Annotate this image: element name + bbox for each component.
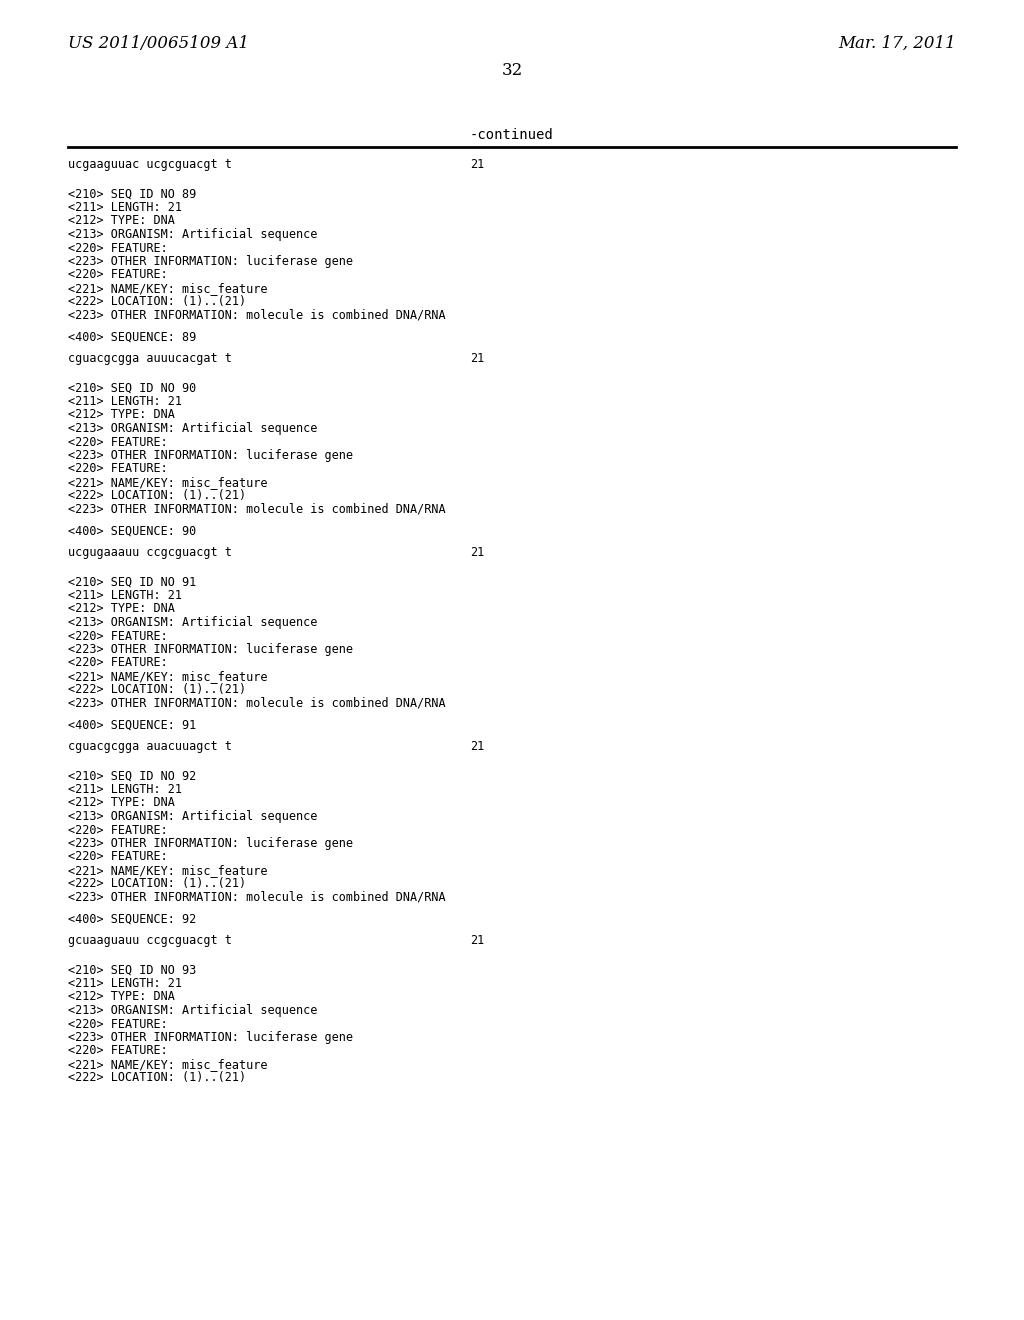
Text: <213> ORGANISM: Artificial sequence: <213> ORGANISM: Artificial sequence: [68, 810, 317, 822]
Text: 21: 21: [470, 158, 484, 172]
Text: <220> FEATURE:: <220> FEATURE:: [68, 656, 168, 669]
Text: <212> TYPE: DNA: <212> TYPE: DNA: [68, 602, 175, 615]
Text: 32: 32: [502, 62, 522, 79]
Text: 21: 21: [470, 546, 484, 558]
Text: <221> NAME/KEY: misc_feature: <221> NAME/KEY: misc_feature: [68, 1059, 267, 1071]
Text: <222> LOCATION: (1)..(21): <222> LOCATION: (1)..(21): [68, 684, 246, 697]
Text: ucgugaaauu ccgcguacgt t: ucgugaaauu ccgcguacgt t: [68, 546, 231, 558]
Text: <223> OTHER INFORMATION: luciferase gene: <223> OTHER INFORMATION: luciferase gene: [68, 449, 353, 462]
Text: <222> LOCATION: (1)..(21): <222> LOCATION: (1)..(21): [68, 1072, 246, 1085]
Text: <223> OTHER INFORMATION: luciferase gene: <223> OTHER INFORMATION: luciferase gene: [68, 1031, 353, 1044]
Text: <213> ORGANISM: Artificial sequence: <213> ORGANISM: Artificial sequence: [68, 616, 317, 630]
Text: <211> LENGTH: 21: <211> LENGTH: 21: [68, 783, 182, 796]
Text: <213> ORGANISM: Artificial sequence: <213> ORGANISM: Artificial sequence: [68, 228, 317, 242]
Text: <212> TYPE: DNA: <212> TYPE: DNA: [68, 408, 175, 421]
Text: <220> FEATURE:: <220> FEATURE:: [68, 242, 168, 255]
Text: <223> OTHER INFORMATION: luciferase gene: <223> OTHER INFORMATION: luciferase gene: [68, 255, 353, 268]
Text: cguacgcgga auuucacgat t: cguacgcgga auuucacgat t: [68, 352, 231, 366]
Text: <223> OTHER INFORMATION: molecule is combined DNA/RNA: <223> OTHER INFORMATION: molecule is com…: [68, 503, 445, 516]
Text: <213> ORGANISM: Artificial sequence: <213> ORGANISM: Artificial sequence: [68, 422, 317, 436]
Text: 21: 21: [470, 935, 484, 946]
Text: 21: 21: [470, 352, 484, 366]
Text: <220> FEATURE:: <220> FEATURE:: [68, 630, 168, 643]
Text: <220> FEATURE:: <220> FEATURE:: [68, 824, 168, 837]
Text: <210> SEQ ID NO 90: <210> SEQ ID NO 90: [68, 381, 197, 395]
Text: <223> OTHER INFORMATION: molecule is combined DNA/RNA: <223> OTHER INFORMATION: molecule is com…: [68, 891, 445, 904]
Text: Mar. 17, 2011: Mar. 17, 2011: [839, 36, 956, 51]
Text: <223> OTHER INFORMATION: molecule is combined DNA/RNA: <223> OTHER INFORMATION: molecule is com…: [68, 697, 445, 710]
Text: <400> SEQUENCE: 92: <400> SEQUENCE: 92: [68, 912, 197, 925]
Text: <221> NAME/KEY: misc_feature: <221> NAME/KEY: misc_feature: [68, 865, 267, 876]
Text: 21: 21: [470, 741, 484, 752]
Text: -continued: -continued: [470, 128, 554, 143]
Text: <220> FEATURE:: <220> FEATURE:: [68, 436, 168, 449]
Text: <220> FEATURE:: <220> FEATURE:: [68, 1018, 168, 1031]
Text: <212> TYPE: DNA: <212> TYPE: DNA: [68, 214, 175, 227]
Text: <210> SEQ ID NO 92: <210> SEQ ID NO 92: [68, 770, 197, 783]
Text: <220> FEATURE:: <220> FEATURE:: [68, 1044, 168, 1057]
Text: <210> SEQ ID NO 89: <210> SEQ ID NO 89: [68, 187, 197, 201]
Text: <222> LOCATION: (1)..(21): <222> LOCATION: (1)..(21): [68, 490, 246, 503]
Text: US 2011/0065109 A1: US 2011/0065109 A1: [68, 36, 249, 51]
Text: <211> LENGTH: 21: <211> LENGTH: 21: [68, 201, 182, 214]
Text: <221> NAME/KEY: misc_feature: <221> NAME/KEY: misc_feature: [68, 477, 267, 488]
Text: <222> LOCATION: (1)..(21): <222> LOCATION: (1)..(21): [68, 296, 246, 309]
Text: <222> LOCATION: (1)..(21): <222> LOCATION: (1)..(21): [68, 878, 246, 891]
Text: <223> OTHER INFORMATION: luciferase gene: <223> OTHER INFORMATION: luciferase gene: [68, 837, 353, 850]
Text: <211> LENGTH: 21: <211> LENGTH: 21: [68, 589, 182, 602]
Text: ucgaaguuac ucgcguacgt t: ucgaaguuac ucgcguacgt t: [68, 158, 231, 172]
Text: <212> TYPE: DNA: <212> TYPE: DNA: [68, 796, 175, 809]
Text: <221> NAME/KEY: misc_feature: <221> NAME/KEY: misc_feature: [68, 671, 267, 682]
Text: cguacgcgga auacuuagct t: cguacgcgga auacuuagct t: [68, 741, 231, 752]
Text: <223> OTHER INFORMATION: luciferase gene: <223> OTHER INFORMATION: luciferase gene: [68, 643, 353, 656]
Text: <210> SEQ ID NO 93: <210> SEQ ID NO 93: [68, 964, 197, 977]
Text: <220> FEATURE:: <220> FEATURE:: [68, 850, 168, 863]
Text: <400> SEQUENCE: 90: <400> SEQUENCE: 90: [68, 524, 197, 537]
Text: <220> FEATURE:: <220> FEATURE:: [68, 268, 168, 281]
Text: <211> LENGTH: 21: <211> LENGTH: 21: [68, 395, 182, 408]
Text: <221> NAME/KEY: misc_feature: <221> NAME/KEY: misc_feature: [68, 282, 267, 294]
Text: <211> LENGTH: 21: <211> LENGTH: 21: [68, 977, 182, 990]
Text: <400> SEQUENCE: 89: <400> SEQUENCE: 89: [68, 330, 197, 343]
Text: <220> FEATURE:: <220> FEATURE:: [68, 462, 168, 475]
Text: <400> SEQUENCE: 91: <400> SEQUENCE: 91: [68, 718, 197, 731]
Text: gcuaaguauu ccgcguacgt t: gcuaaguauu ccgcguacgt t: [68, 935, 231, 946]
Text: <210> SEQ ID NO 91: <210> SEQ ID NO 91: [68, 576, 197, 589]
Text: <213> ORGANISM: Artificial sequence: <213> ORGANISM: Artificial sequence: [68, 1005, 317, 1016]
Text: <223> OTHER INFORMATION: molecule is combined DNA/RNA: <223> OTHER INFORMATION: molecule is com…: [68, 309, 445, 322]
Text: <212> TYPE: DNA: <212> TYPE: DNA: [68, 990, 175, 1003]
